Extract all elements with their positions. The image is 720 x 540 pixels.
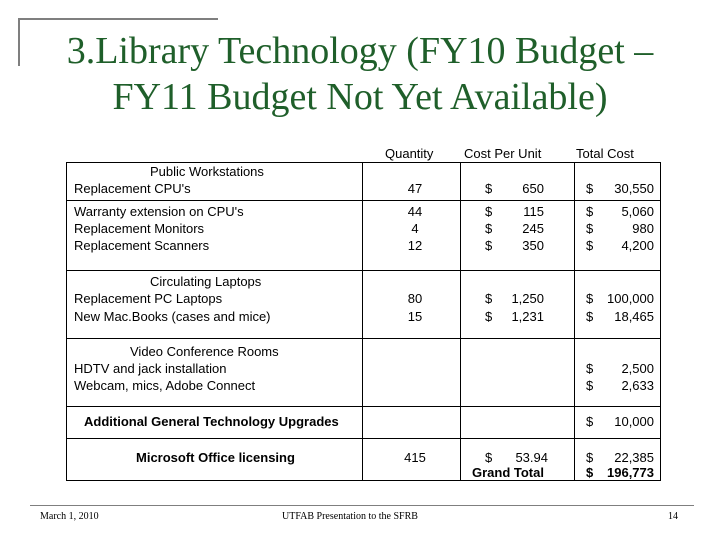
row-label: Replacement Monitors [74,221,205,236]
row-label: New Mac.Books (cases and mice) [74,309,271,324]
row-label: Replacement CPU's [74,181,191,196]
title-line-2: FY11 Budget Not Yet Available) [112,76,608,118]
table-row-divider [66,406,660,407]
row-quantity: 47 [407,181,423,196]
row-unit-currency: $ [485,291,493,306]
footer-date: March 1, 2010 [40,511,99,522]
row-unit-cost: 115 [523,204,544,219]
row-unit-currency: $ [485,204,493,219]
header-total-cost: Total Cost [576,146,634,161]
row-unit-cost: 1,250 [511,291,544,306]
section-circulating-laptops: Circulating Laptops [150,274,262,289]
row-quantity: 44 [407,204,423,219]
row-total-currency: $ [586,291,594,306]
section-additional-upgrades: Additional General Technology Upgrades [84,414,339,429]
table-top-border [66,162,660,163]
row-quantity: 15 [407,309,423,324]
row-unit-cost: 1,231 [511,309,544,324]
grand-total-currency: $ [586,465,594,480]
row-label: Webcam, mics, Adobe Connect [74,378,256,393]
table-col-divider [574,162,575,481]
row-total-cost: 22,385 [614,450,654,465]
row-unit-cost: 650 [522,181,544,196]
footer-divider [30,505,694,506]
row-label: Warranty extension on CPU's [74,204,244,219]
title-line-1: 3.Library Technology (FY10 Budget – [66,30,654,72]
row-unit-cost: 53.94 [515,450,548,465]
row-unit-currency: $ [485,309,493,324]
row-total-currency: $ [586,414,594,429]
row-unit-cost: 350 [522,238,544,253]
table-row-divider [66,338,660,339]
row-quantity: 4 [411,221,419,236]
slide-title: 3.Library Technology (FY10 Budget – FY11… [30,28,690,120]
row-label: HDTV and jack installation [74,361,227,376]
row-total-cost: 10,000 [614,414,654,429]
table-row-divider [66,200,660,201]
section-video-conference-rooms: Video Conference Rooms [130,344,279,359]
row-total-cost: 18,465 [614,309,654,324]
row-unit-cost: 245 [522,221,544,236]
row-total-cost: 30,550 [614,181,654,196]
row-total-cost: 2,633 [621,378,654,393]
row-total-currency: $ [586,450,594,465]
section-microsoft-office: Microsoft Office licensing [136,450,295,465]
table-left-border [66,162,67,481]
grand-total-label: Grand Total [472,465,544,480]
row-total-currency: $ [586,181,594,196]
row-label: Replacement PC Laptops [74,291,223,306]
table-row-divider [66,270,660,271]
grand-total-value: 196,773 [607,465,654,480]
footer-presentation: UTFAB Presentation to the SFRB [282,511,418,522]
row-quantity: 80 [407,291,423,306]
header-quantity: Quantity [385,146,434,161]
table-row-divider [66,438,660,439]
row-unit-currency: $ [485,450,493,465]
header-cost-per-unit: Cost Per Unit [464,146,542,161]
row-quantity: 415 [404,450,426,465]
row-total-cost: 4,200 [621,238,654,253]
row-total-currency: $ [586,309,594,324]
row-unit-currency: $ [485,238,493,253]
section-public-workstations: Public Workstations [150,164,264,179]
row-total-currency: $ [586,378,594,393]
row-quantity: 12 [407,238,423,253]
table-bottom-border [66,480,660,481]
table-col-divider [460,162,461,481]
row-total-currency: $ [586,238,594,253]
row-total-currency: $ [586,361,594,376]
row-total-cost: 980 [632,221,654,236]
row-unit-currency: $ [485,181,493,196]
table-right-border [660,162,661,481]
row-total-cost: 100,000 [607,291,654,306]
table-col-divider [362,162,363,481]
decorative-corner-vertical [18,18,20,66]
row-unit-currency: $ [485,221,493,236]
footer-page-number: 14 [668,511,678,522]
row-total-currency: $ [586,221,594,236]
row-total-cost: 2,500 [621,361,654,376]
row-total-cost: 5,060 [621,204,654,219]
row-total-currency: $ [586,204,594,219]
row-label: Replacement Scanners [74,238,210,253]
decorative-corner-horizontal [18,18,218,20]
